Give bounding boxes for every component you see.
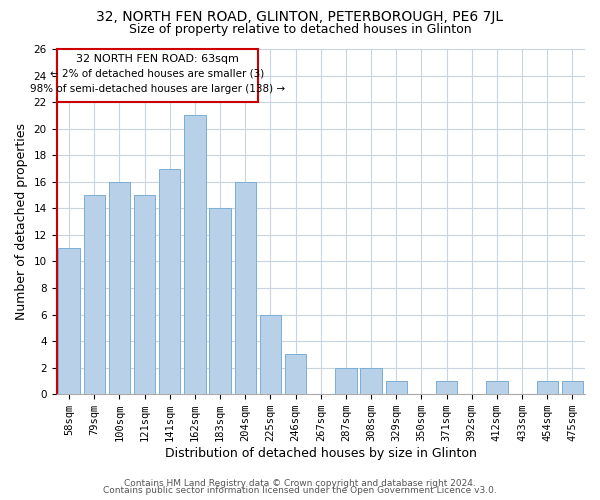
Bar [361,368,382,394]
Bar [83,195,105,394]
Bar [134,195,155,394]
Bar [58,248,80,394]
Bar [386,381,407,394]
Text: Contains HM Land Registry data © Crown copyright and database right 2024.: Contains HM Land Registry data © Crown c… [124,478,476,488]
Bar [562,381,583,394]
Text: 32 NORTH FEN ROAD: 63sqm: 32 NORTH FEN ROAD: 63sqm [76,54,239,64]
Bar [536,381,558,394]
Bar [109,182,130,394]
Bar [335,368,356,394]
Bar [209,208,231,394]
Bar [285,354,306,394]
Bar [159,168,181,394]
Text: 98% of semi-detached houses are larger (138) →: 98% of semi-detached houses are larger (… [29,84,285,94]
Text: 32, NORTH FEN ROAD, GLINTON, PETERBOROUGH, PE6 7JL: 32, NORTH FEN ROAD, GLINTON, PETERBOROUG… [97,10,503,24]
Bar [486,381,508,394]
Text: Contains public sector information licensed under the Open Government Licence v3: Contains public sector information licen… [103,486,497,495]
Bar [235,182,256,394]
Bar [436,381,457,394]
Text: ← 2% of detached houses are smaller (3): ← 2% of detached houses are smaller (3) [50,69,265,79]
Bar [260,314,281,394]
Bar [184,116,206,394]
FancyBboxPatch shape [56,49,258,102]
X-axis label: Distribution of detached houses by size in Glinton: Distribution of detached houses by size … [165,447,477,460]
Y-axis label: Number of detached properties: Number of detached properties [15,123,28,320]
Text: Size of property relative to detached houses in Glinton: Size of property relative to detached ho… [128,22,472,36]
